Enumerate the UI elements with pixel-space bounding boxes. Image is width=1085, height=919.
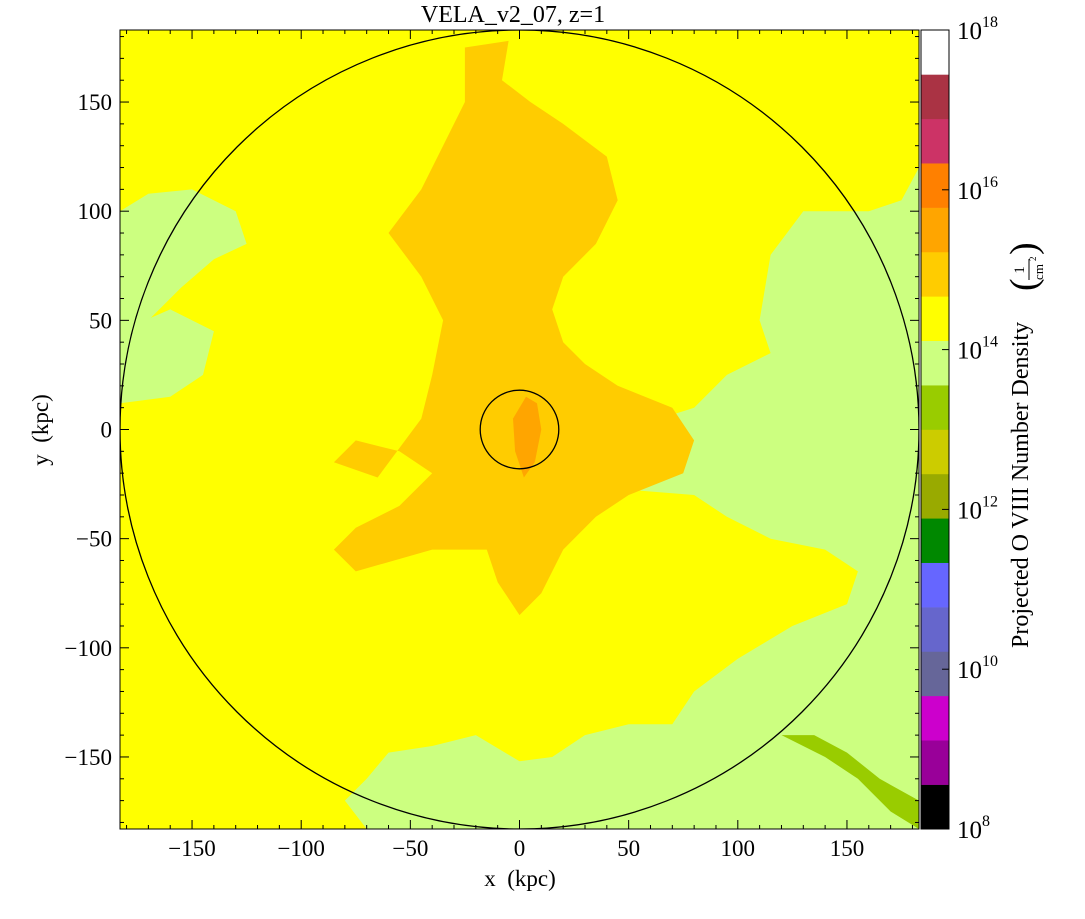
colorbar-frame [920, 29, 950, 830]
colorbar-block-14 [921, 163, 949, 208]
colorbar-label-group: Projected O VIII Number Density ( 1 cm 2… [1003, 242, 1046, 648]
colorbar-block-6 [921, 518, 949, 563]
x-tick-label: −100 [277, 836, 324, 861]
colorbar-block-12 [921, 251, 949, 297]
y-tick-label: −100 [65, 636, 112, 661]
density-region-1 [120, 309, 214, 404]
colorbar-block-16 [921, 74, 949, 120]
colorbar-units-open-paren: ( [1003, 278, 1045, 291]
colorbar-block-1 [921, 740, 949, 785]
colorbar-block-0 [921, 784, 949, 830]
plot-area: −150 −100 −50 0 50 100 150 −150 −100 −50 0 50 100 15… [65, 29, 920, 861]
colorbar-block-13 [921, 207, 949, 253]
chart-title: VELA_v2_07, z=1 [421, 2, 605, 28]
colorbar-block-10 [921, 340, 949, 386]
colorbar-label: Projected O VIII Number Density [1008, 322, 1034, 648]
colorbar-tick-label: 1016 [957, 174, 998, 205]
x-tick-label: 100 [721, 836, 756, 861]
colorbar-units-close-paren: ) [1003, 242, 1045, 255]
x-tick-label: 50 [617, 836, 640, 861]
colorbar-tick-label: 1018 [957, 14, 998, 45]
colorbar-block-8 [921, 429, 949, 475]
colorbar-tick-label: 1010 [957, 653, 998, 684]
density-region-2 [344, 167, 919, 829]
x-tick-label: 150 [830, 836, 865, 861]
y-tick-label: 0 [101, 418, 113, 443]
colorbar-block-7 [921, 473, 949, 519]
density-region-0 [120, 189, 247, 343]
density-region-4 [333, 40, 695, 616]
x-tick-label: −150 [168, 836, 215, 861]
y-tick-label: 150 [78, 90, 113, 115]
colorbar-block-11 [921, 296, 949, 342]
colorbar-block-3 [921, 651, 949, 697]
density-region-3 [781, 735, 919, 829]
y-axis-label: y (kpc) [28, 394, 53, 466]
colorbar-units-exponent: 2 [1028, 257, 1038, 262]
radius-circle-1 [479, 389, 560, 470]
y-tick-label: 100 [78, 199, 113, 224]
y-tick-label: 50 [89, 308, 112, 333]
colorbar-units-denominator: cm [1031, 264, 1046, 280]
x-tick-label: −50 [392, 836, 428, 861]
colorbar-block-4 [921, 607, 949, 652]
colorbar-units-numerator: 1 [1012, 266, 1028, 274]
colorbar-block-17 [921, 30, 949, 75]
density-region-5 [513, 396, 542, 478]
colorbar: 108 1010 1012 1014 1016 1018 Projected O VIII… [920, 14, 1046, 844]
colorbar-tick-label: 108 [957, 813, 990, 844]
colorbar-block-15 [921, 118, 949, 164]
y-tick-label: −50 [76, 527, 112, 552]
colorbar-block-2 [921, 695, 949, 741]
colorbar-tick-label: 1014 [957, 334, 998, 365]
colorbar-block-9 [921, 385, 949, 430]
colorbar-block-5 [921, 562, 949, 608]
x-axis-label: x (kpc) [484, 866, 556, 891]
colorbar-tick-label: 1012 [957, 493, 998, 524]
x-tick-label: 0 [514, 836, 526, 861]
y-tick-label: −150 [65, 745, 112, 770]
